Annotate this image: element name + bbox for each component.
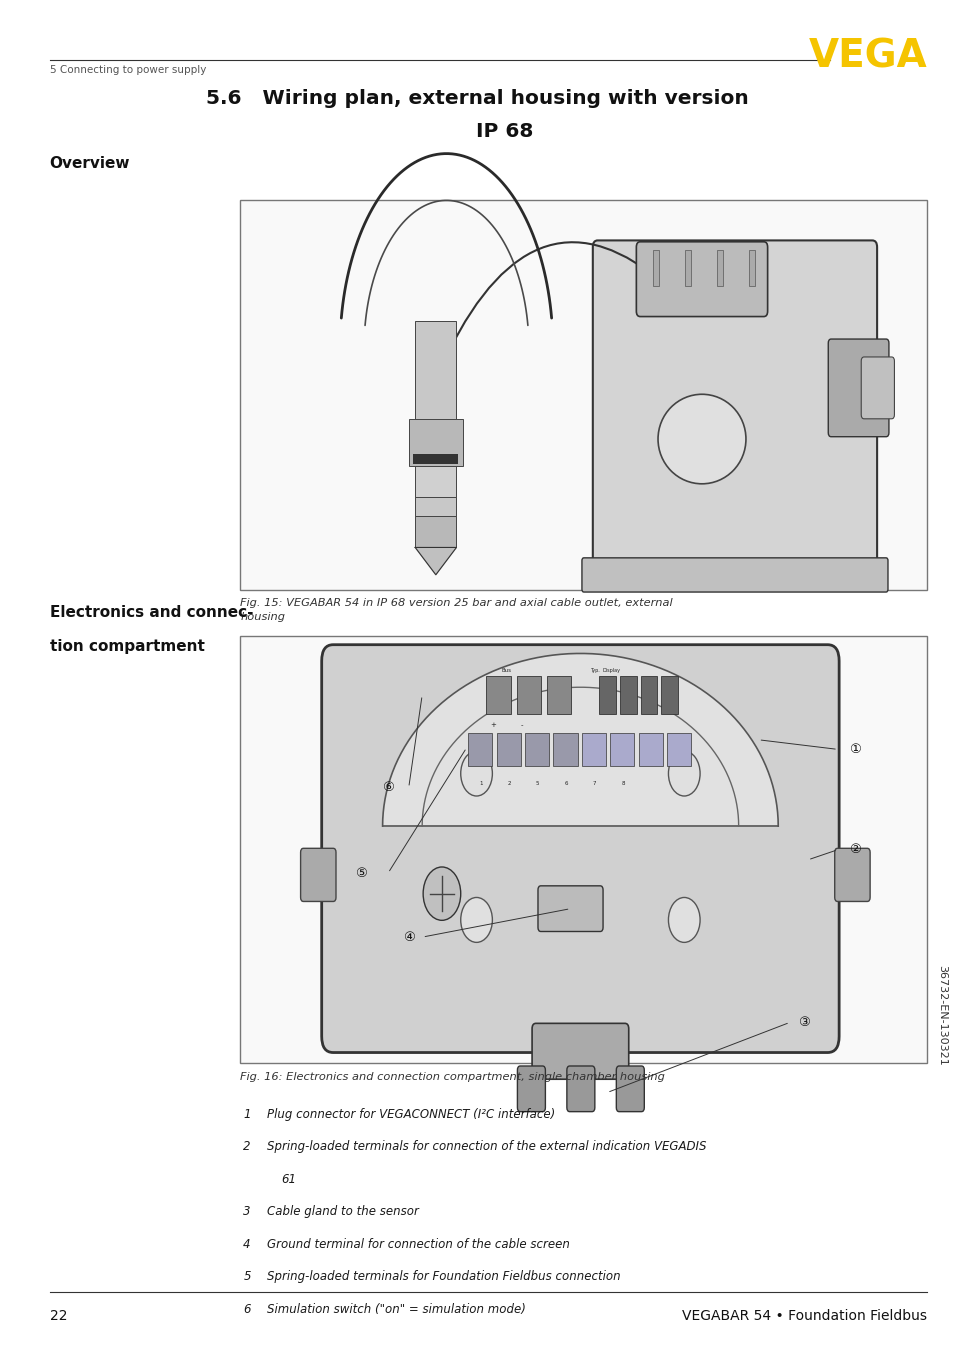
Bar — [639, 733, 662, 766]
Bar — [660, 677, 678, 714]
Text: 6: 6 — [243, 1303, 251, 1316]
Text: VEGA: VEGA — [808, 38, 926, 76]
FancyBboxPatch shape — [566, 1066, 595, 1112]
Bar — [748, 250, 755, 286]
Text: 1: 1 — [243, 1108, 251, 1121]
Text: 2: 2 — [507, 781, 511, 787]
Bar — [639, 677, 657, 714]
Bar — [546, 677, 571, 714]
Bar — [652, 250, 658, 286]
Bar — [415, 321, 456, 418]
Text: VEGABAR 54 • Foundation Fieldbus: VEGABAR 54 • Foundation Fieldbus — [681, 1309, 926, 1323]
Text: 5 Connecting to power supply: 5 Connecting to power supply — [50, 65, 206, 74]
FancyBboxPatch shape — [321, 645, 839, 1052]
Text: 5.6   Wiring plan, external housing with version: 5.6 Wiring plan, external housing with v… — [206, 89, 747, 108]
Bar — [610, 733, 634, 766]
Text: Spring-loaded terminals for connection of the external indication VEGADIS: Spring-loaded terminals for connection o… — [267, 1140, 706, 1154]
Text: 7: 7 — [592, 781, 596, 787]
Polygon shape — [415, 547, 456, 574]
FancyBboxPatch shape — [300, 849, 335, 902]
FancyBboxPatch shape — [861, 357, 894, 418]
Text: ③: ③ — [797, 1016, 809, 1029]
FancyBboxPatch shape — [517, 1066, 545, 1112]
Text: ②: ② — [848, 844, 861, 856]
FancyBboxPatch shape — [532, 1024, 628, 1079]
Text: Simulation switch ("on" = simulation mode): Simulation switch ("on" = simulation mod… — [267, 1303, 525, 1316]
FancyBboxPatch shape — [636, 242, 767, 317]
FancyBboxPatch shape — [827, 338, 888, 437]
Text: Cable gland to the sensor: Cable gland to the sensor — [267, 1205, 418, 1219]
Text: Overview: Overview — [50, 156, 130, 171]
FancyBboxPatch shape — [834, 849, 869, 902]
Text: Display: Display — [602, 668, 620, 673]
Bar — [516, 677, 540, 714]
Text: 4: 4 — [243, 1238, 251, 1251]
Bar — [415, 516, 456, 547]
FancyBboxPatch shape — [616, 1066, 643, 1112]
FancyBboxPatch shape — [537, 886, 602, 932]
Text: Ground terminal for connection of the cable screen: Ground terminal for connection of the ca… — [267, 1238, 569, 1251]
Text: 1: 1 — [478, 781, 482, 787]
Bar — [524, 733, 549, 766]
Text: Fig. 15: VEGABAR 54 in IP 68 version 25 bar and axial cable outlet, external
hou: Fig. 15: VEGABAR 54 in IP 68 version 25 … — [240, 598, 672, 621]
Text: +: + — [490, 722, 496, 728]
Text: ⑤: ⑤ — [355, 867, 366, 880]
Bar — [666, 733, 691, 766]
Circle shape — [668, 751, 700, 796]
Text: IP 68: IP 68 — [420, 122, 533, 141]
Text: 6: 6 — [564, 781, 567, 787]
FancyBboxPatch shape — [581, 558, 887, 592]
Text: 2: 2 — [243, 1140, 251, 1154]
Polygon shape — [382, 654, 778, 826]
FancyBboxPatch shape — [240, 636, 926, 1063]
FancyBboxPatch shape — [240, 200, 926, 590]
Bar — [409, 418, 462, 466]
Bar — [413, 454, 458, 463]
Text: ④: ④ — [402, 930, 415, 944]
Text: -: - — [519, 722, 522, 728]
Text: Bus: Bus — [501, 668, 511, 673]
Text: Electronics and connec-: Electronics and connec- — [50, 605, 253, 620]
Bar — [486, 677, 511, 714]
Circle shape — [668, 898, 700, 942]
Text: 8: 8 — [620, 781, 624, 787]
Text: ①: ① — [848, 743, 861, 756]
Text: tion compartment: tion compartment — [50, 639, 204, 654]
Bar — [415, 497, 456, 516]
Circle shape — [460, 898, 492, 942]
Bar — [581, 733, 605, 766]
Text: ⑥: ⑥ — [382, 781, 394, 795]
Text: 5: 5 — [243, 1270, 251, 1284]
Text: Plug connector for VEGACONNECT (I²C interface): Plug connector for VEGACONNECT (I²C inte… — [267, 1108, 555, 1121]
Bar — [468, 733, 492, 766]
Text: 22: 22 — [50, 1309, 67, 1323]
Text: 3: 3 — [243, 1205, 251, 1219]
Text: 36732-EN-130321: 36732-EN-130321 — [937, 965, 946, 1066]
Bar — [684, 250, 690, 286]
Bar — [496, 733, 520, 766]
Text: Fig. 16: Electronics and connection compartment, single chamber housing: Fig. 16: Electronics and connection comp… — [240, 1072, 664, 1082]
Text: 61: 61 — [281, 1173, 296, 1186]
Text: Spring-loaded terminals for Foundation Fieldbus connection: Spring-loaded terminals for Foundation F… — [267, 1270, 620, 1284]
Bar — [553, 733, 577, 766]
Text: Typ.: Typ. — [589, 668, 598, 673]
Circle shape — [423, 867, 460, 921]
Bar — [598, 677, 616, 714]
Circle shape — [460, 751, 492, 796]
Bar — [415, 466, 456, 497]
Text: 5: 5 — [536, 781, 539, 787]
FancyBboxPatch shape — [592, 241, 876, 574]
Bar — [619, 677, 636, 714]
Bar — [716, 250, 722, 286]
Ellipse shape — [658, 394, 745, 483]
